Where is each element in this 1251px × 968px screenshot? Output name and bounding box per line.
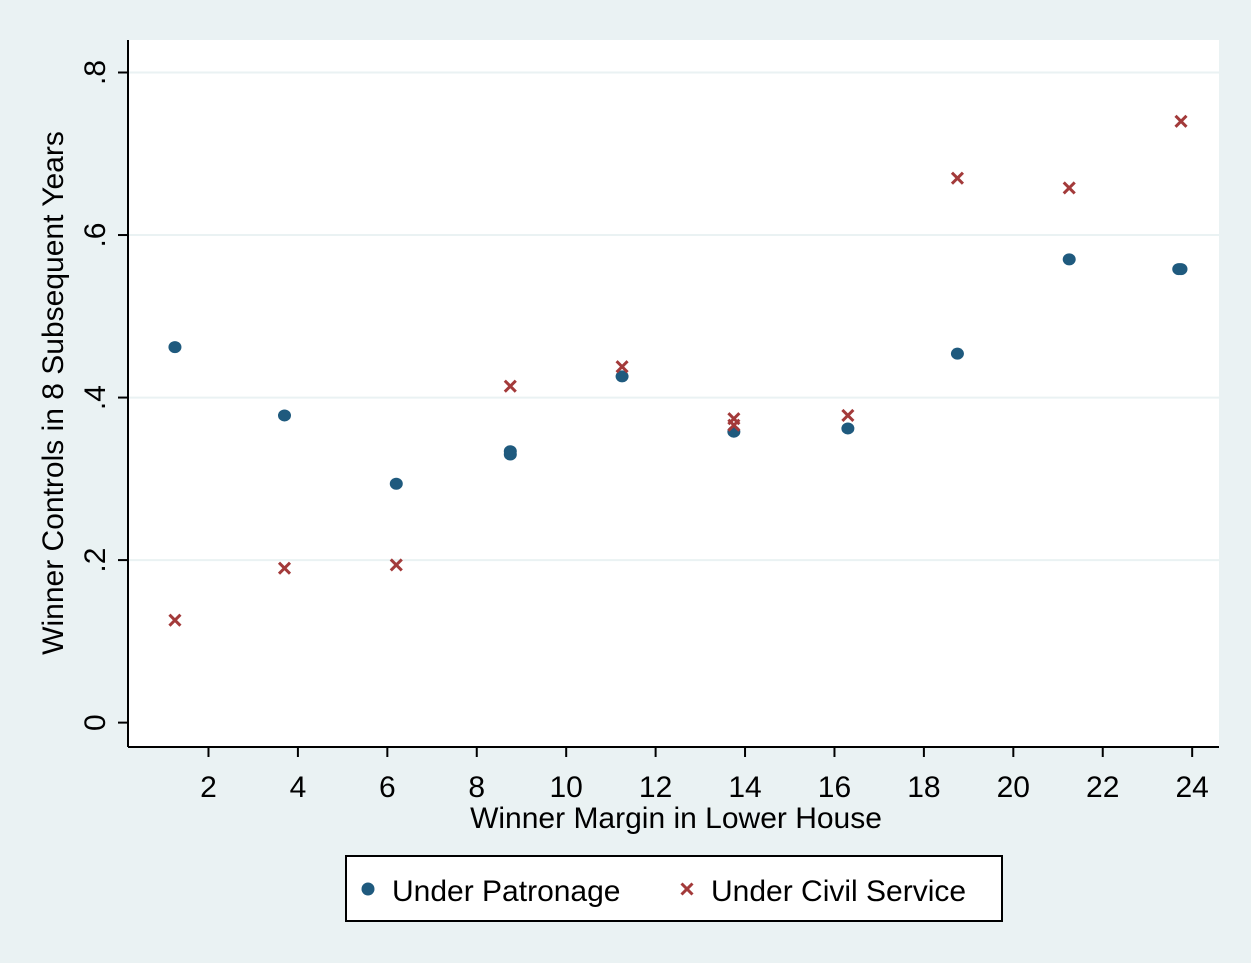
data-points	[168, 114, 1188, 627]
civil-service-point	[950, 171, 964, 185]
x-tick-label: 2	[200, 771, 217, 804]
y-tick-label: .6	[79, 223, 112, 248]
civil-service-point	[277, 561, 292, 575]
legend-marker-civil-service	[680, 882, 694, 896]
x-tick-label: 18	[907, 771, 940, 804]
x-tick-label: 14	[728, 771, 761, 804]
y-tick-label: .8	[79, 60, 112, 85]
civil-service-point	[389, 558, 403, 572]
patronage-point	[1062, 253, 1076, 266]
legend-marker-patronage	[361, 882, 375, 896]
patronage-point	[727, 425, 741, 438]
civil-service-point	[841, 408, 855, 423]
x-axis-title: Winner Margin in Lower House	[470, 802, 882, 835]
x-tick-label: 16	[818, 771, 851, 804]
grid-lines	[128, 71, 1219, 562]
legend-label-patronage: Under Patronage	[392, 875, 621, 908]
civil-service-point	[1174, 114, 1188, 128]
legend-label-civil-service: Under Civil Service	[711, 875, 966, 908]
civil-service-point	[1062, 181, 1076, 195]
tick-labels: 0.2.4.6.82 4 6 8 10 12 14 16 18 20 22 24	[79, 60, 1209, 804]
x-tick-label: 4	[290, 771, 307, 804]
civil-service-point	[168, 613, 182, 627]
civil-service-point	[615, 360, 629, 374]
x-tick-label: 10	[550, 771, 583, 804]
x-tick-label: 8	[468, 771, 485, 804]
x-tick-label: 6	[379, 771, 396, 804]
x-tick-label: 20	[997, 771, 1030, 804]
patronage-point	[389, 477, 403, 490]
civil-service-point	[727, 418, 741, 432]
legend-box	[345, 855, 1003, 922]
patronage-point	[168, 341, 182, 354]
legend: Under Patronage Under Civil Service	[345, 855, 1003, 922]
x-tick-label: 22	[1086, 771, 1119, 804]
plot-background	[128, 40, 1219, 747]
y-tick-label: .4	[79, 385, 112, 410]
patronage-point	[277, 409, 291, 422]
patronage-point	[1174, 263, 1188, 276]
x-tick-label: 24	[1175, 771, 1208, 804]
y-tick-label: .2	[79, 548, 112, 573]
y-axis-title: Winner Controls in 8 Subsequent Years	[37, 131, 70, 655]
axes	[118, 40, 1219, 757]
x-tick-label: 12	[639, 771, 672, 804]
patronage-point	[503, 448, 517, 461]
civil-service-point	[503, 379, 517, 393]
patronage-point	[615, 370, 629, 383]
patronage-point	[841, 422, 855, 435]
y-tick-label: 0	[79, 714, 112, 731]
patronage-point	[950, 347, 964, 360]
